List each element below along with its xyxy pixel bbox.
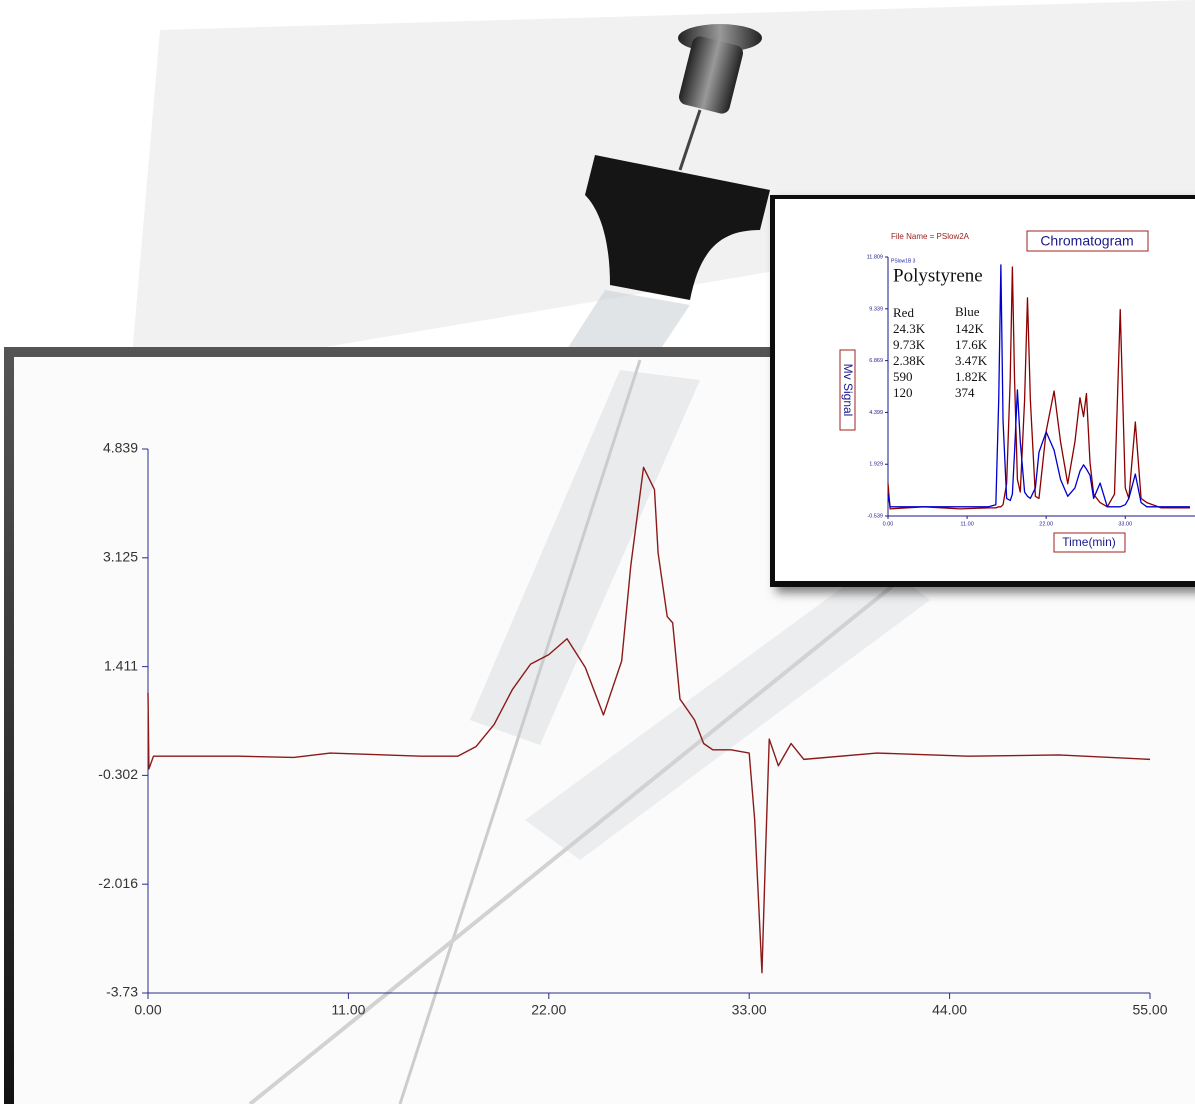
data-line: [147, 466, 1151, 974]
x-tick-label: 22.00: [531, 1002, 566, 1018]
column-header: Blue: [955, 304, 980, 319]
table-cell: 590: [893, 369, 913, 384]
y-label-box: [839, 349, 856, 431]
table-cell: 1.82K: [955, 369, 988, 384]
syringe-overlay: [248, 359, 930, 1104]
table-cell: 3.47K: [955, 353, 988, 368]
y-tick-label: -0.539: [867, 513, 883, 519]
y-tick-label: 4.839: [103, 440, 138, 456]
main-chart: 4.839 3.125 1.411 -0.302 -2.016 -3.73 0.00 11.0…: [98, 440, 1167, 1018]
x-tick-label: 0.00: [134, 1002, 161, 1018]
inset-subtitle: File Name = PSlow2A: [891, 232, 970, 241]
x-tick-label: 22.00: [1039, 521, 1053, 527]
inset-panel: [770, 195, 1195, 587]
x-tick-label: 55.00: [1132, 1002, 1167, 1018]
data-line: [887, 264, 1190, 508]
y-axis-label: Mv Signal: [841, 364, 855, 417]
y-tick-label: -0.302: [98, 766, 138, 782]
x-tick-label: 0.00: [883, 521, 894, 527]
table-cell: 24.3K: [893, 321, 926, 336]
y-tick-label: -3.73: [106, 984, 138, 1000]
x-tick-label: 33.00: [1118, 521, 1132, 527]
x-tick-label: 11.00: [331, 1002, 365, 1018]
y-tick-label: 1.411: [104, 657, 138, 673]
table-cell: 120: [893, 385, 913, 400]
y-tick-label: 9.339: [869, 306, 883, 312]
inset-chart: File Name = PSlow2A Chromatogram PSlow1B…: [839, 230, 1195, 553]
inset-annotation: PSlow1B 3: [891, 258, 916, 264]
title-box: [1026, 230, 1149, 252]
x-tick-label: 11.00: [960, 521, 973, 527]
table-cell: 374: [955, 385, 975, 400]
x-label-box: [1053, 532, 1126, 553]
x-axis-label: Time(min): [1062, 535, 1116, 549]
table-cell: 2.38K: [893, 353, 926, 368]
y-tick-label: 11.809: [867, 254, 883, 260]
y-tick-label: -2.016: [98, 875, 138, 891]
y-tick-label: 4.399: [869, 410, 883, 416]
table-cell: 9.73K: [893, 337, 926, 352]
inset-title: Chromatogram: [1040, 233, 1133, 249]
x-tick-label: 33.00: [732, 1002, 767, 1018]
syringe-illustration: [560, 24, 770, 380]
y-tick-label: 6.869: [869, 358, 883, 364]
y-tick-label: 3.125: [103, 549, 138, 565]
table-cell: 17.6K: [955, 337, 988, 352]
sample-name: Polystyrene: [893, 265, 983, 286]
x-tick-label: 44.00: [932, 1002, 967, 1018]
table-cell: 142K: [955, 321, 985, 336]
y-tick-label: 1.929: [869, 462, 883, 468]
column-header: Red: [893, 305, 914, 320]
